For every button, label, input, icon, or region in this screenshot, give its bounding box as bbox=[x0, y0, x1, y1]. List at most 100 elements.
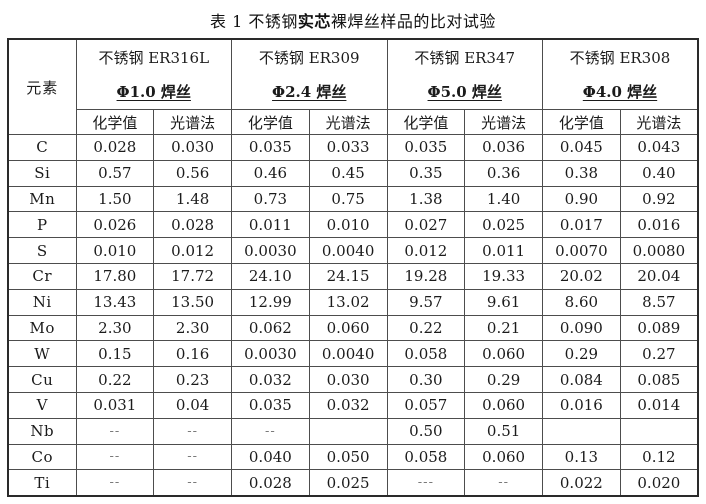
value-cell: 0.032 bbox=[231, 366, 310, 393]
value-cell: -- bbox=[153, 417, 232, 445]
value-cell: 0.16 bbox=[153, 340, 232, 368]
value-cell: 0.058 bbox=[386, 443, 466, 471]
value-cell: 0.030 bbox=[153, 134, 232, 161]
value-cell: 0.062 bbox=[231, 314, 310, 342]
value-cell: -- bbox=[153, 469, 232, 497]
table-row: Ni 13.43 13.50 12.99 13.02 9.57 9.61 8.60 8.57 bbox=[7, 288, 699, 316]
value-cell: 0.22 bbox=[75, 366, 155, 393]
table-row: Nb -- -- -- 0.50 0.51 bbox=[7, 417, 699, 445]
element-cell: Mo bbox=[7, 314, 77, 342]
element-cell: Cr bbox=[7, 262, 77, 290]
value-cell: 0.29 bbox=[464, 366, 543, 393]
value-cell: 0.035 bbox=[231, 134, 310, 161]
table-row: W 0.15 0.16 0.0030 0.0040 0.058 0.060 0.29 0.27 bbox=[7, 340, 699, 368]
element-cell: V bbox=[7, 391, 77, 419]
value-cell: 1.38 bbox=[386, 185, 466, 213]
steel-name: 不锈钢 ER316L bbox=[98, 49, 210, 67]
wire-spec: Φ2.4 焊丝 bbox=[272, 83, 347, 101]
value-cell: -- bbox=[75, 417, 155, 445]
value-cell: 0.36 bbox=[464, 159, 543, 187]
table-title: 表 1 不锈钢实芯裸焊丝样品的比对试验 bbox=[0, 0, 706, 38]
value-cell: -- bbox=[153, 443, 232, 471]
value-cell: 0.020 bbox=[619, 469, 699, 497]
value-cell: 0.014 bbox=[619, 391, 699, 419]
table-row: C 0.028 0.030 0.035 0.033 0.035 0.036 0.045 0.04… bbox=[7, 134, 699, 161]
table-row: Co -- -- 0.040 0.050 0.058 0.060 0.13 0.12 bbox=[7, 443, 699, 471]
value-cell: 0.51 bbox=[464, 417, 543, 445]
table-row: Cu 0.22 0.23 0.032 0.030 0.30 0.29 0.084 0.085 bbox=[7, 366, 699, 393]
table-row: V 0.031 0.04 0.035 0.032 0.057 0.060 0.016 0.014 bbox=[7, 391, 699, 419]
value-cell: 0.45 bbox=[308, 159, 388, 187]
table-body: C 0.028 0.030 0.035 0.033 0.035 0.036 0.045 0.04… bbox=[7, 134, 699, 497]
value-cell: 0.035 bbox=[386, 134, 466, 161]
table-title-bold: 实芯 bbox=[297, 12, 331, 31]
value-cell: 0.022 bbox=[542, 469, 621, 497]
value-cell: 0.030 bbox=[308, 366, 388, 393]
table-row: Mo 2.30 2.30 0.062 0.060 0.22 0.21 0.090 0.089 bbox=[7, 314, 699, 342]
value-cell: 0.060 bbox=[464, 340, 543, 368]
value-cell: 0.0030 bbox=[231, 340, 310, 368]
value-cell: 24.10 bbox=[231, 262, 310, 290]
value-cell: 8.57 bbox=[619, 288, 699, 316]
value-cell: 0.028 bbox=[75, 134, 155, 161]
element-cell: Ni bbox=[7, 288, 77, 316]
wire-spec: Φ5.0 焊丝 bbox=[427, 83, 502, 101]
value-cell: 8.60 bbox=[542, 288, 621, 316]
subheader-chemical: 化学值 bbox=[386, 109, 466, 135]
element-cell: Co bbox=[7, 443, 77, 471]
element-cell: S bbox=[7, 237, 77, 264]
value-cell: 0.04 bbox=[153, 391, 232, 419]
element-cell: Cu bbox=[7, 366, 77, 393]
table-header: 元素 不锈钢 ER316L Φ1.0 焊丝 不锈钢 ER309 Φ2.4 焊丝 bbox=[7, 38, 699, 135]
value-cell: -- bbox=[75, 443, 155, 471]
value-cell: 0.30 bbox=[386, 366, 466, 393]
value-cell: 2.30 bbox=[75, 314, 155, 342]
value-cell: 0.036 bbox=[464, 134, 543, 161]
value-cell: 0.016 bbox=[542, 391, 621, 419]
value-cell: 0.46 bbox=[231, 159, 310, 187]
element-column-header: 元素 bbox=[7, 38, 77, 135]
value-cell: 0.033 bbox=[308, 134, 388, 161]
value-cell: 0.050 bbox=[308, 443, 388, 471]
value-cell: 0.032 bbox=[308, 391, 388, 419]
value-cell: 0.50 bbox=[386, 417, 466, 445]
value-cell: 1.40 bbox=[464, 185, 543, 213]
value-cell: 1.50 bbox=[75, 185, 155, 213]
value-cell: 0.56 bbox=[153, 159, 232, 187]
value-cell: 19.33 bbox=[464, 262, 543, 290]
subheader-chemical: 化学值 bbox=[231, 109, 310, 135]
value-cell: 0.060 bbox=[308, 314, 388, 342]
value-cell: 0.40 bbox=[619, 159, 699, 187]
value-cell: 0.12 bbox=[619, 443, 699, 471]
value-cell: 0.0070 bbox=[542, 237, 621, 264]
value-cell: 0.35 bbox=[386, 159, 466, 187]
value-cell: 0.57 bbox=[75, 159, 155, 187]
value-cell: 0.026 bbox=[75, 211, 155, 239]
value-cell: 0.028 bbox=[153, 211, 232, 239]
value-cell: 0.27 bbox=[619, 340, 699, 368]
element-cell: Ti bbox=[7, 469, 77, 497]
value-cell: 0.0080 bbox=[619, 237, 699, 264]
value-cell: 0.060 bbox=[464, 391, 543, 419]
value-cell: 0.22 bbox=[386, 314, 466, 342]
value-cell: 0.92 bbox=[619, 185, 699, 213]
value-cell: 0.025 bbox=[308, 469, 388, 497]
value-cell: 0.011 bbox=[464, 237, 543, 264]
value-cell: 0.085 bbox=[619, 366, 699, 393]
table-title-suffix: 裸焊丝样品的比对试验 bbox=[330, 12, 496, 31]
value-cell: 0.058 bbox=[386, 340, 466, 368]
element-cell: W bbox=[7, 340, 77, 368]
steel-name: 不锈钢 ER309 bbox=[258, 49, 360, 67]
value-cell: 0.23 bbox=[153, 366, 232, 393]
value-cell: 0.043 bbox=[619, 134, 699, 161]
value-cell: 13.43 bbox=[75, 288, 155, 316]
value-cell: 0.035 bbox=[231, 391, 310, 419]
value-cell: --- bbox=[386, 469, 466, 497]
table-title-prefix: 表 1 不锈钢 bbox=[210, 12, 298, 31]
value-cell: 0.027 bbox=[386, 211, 466, 239]
table-row: Si 0.57 0.56 0.46 0.45 0.35 0.36 0.38 0.40 bbox=[7, 159, 699, 187]
value-cell: 20.04 bbox=[619, 262, 699, 290]
value-cell: 0.21 bbox=[464, 314, 543, 342]
value-cell: 0.031 bbox=[75, 391, 155, 419]
